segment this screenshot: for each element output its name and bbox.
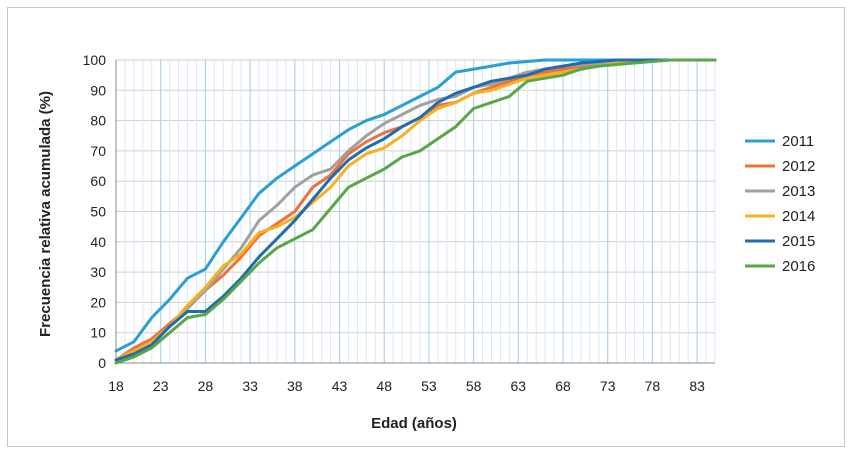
x-tick-label: 68: [555, 378, 571, 394]
x-axis-title: Edad (años): [371, 415, 457, 432]
tick-labels: 0 10 20 30 40 50 60 70 80 90 100 18 23 28 33 38 43 48 53 58…: [83, 52, 705, 394]
y-tick-label: 10: [90, 325, 106, 341]
series-lines: [114, 58, 717, 365]
y-tick-label: 80: [90, 113, 106, 129]
y-tick-label: 30: [90, 264, 106, 280]
legend-label-2015: 2015: [782, 233, 815, 250]
legend-label-2016: 2016: [782, 258, 815, 275]
y-tick-label: 90: [90, 82, 106, 98]
series-line-2016: [114, 58, 717, 365]
axes: [115, 60, 715, 364]
x-tick-label: 38: [287, 378, 303, 394]
x-tick-label: 43: [332, 378, 348, 394]
y-tick-label: 0: [98, 355, 106, 371]
x-tick-label: 78: [645, 378, 661, 394]
grid: [115, 59, 716, 363]
x-tick-label: 18: [108, 378, 124, 394]
x-tick-label: 63: [511, 378, 527, 394]
series-line-2015: [114, 58, 717, 362]
y-tick-label: 100: [83, 52, 107, 68]
legend-label-2012: 2012: [782, 158, 815, 175]
x-tick-label: 53: [421, 378, 437, 394]
x-tick-label: 73: [600, 378, 616, 394]
y-tick-label: 40: [90, 234, 106, 250]
y-axis-title: Frecuencia relativa acumulada (%): [37, 91, 54, 337]
legend-label-2011: 2011: [782, 133, 814, 150]
legend-label-2013: 2013: [782, 183, 815, 200]
y-tick-label: 50: [90, 204, 106, 220]
x-tick-label: 28: [198, 378, 214, 394]
y-tick-label: 60: [90, 173, 106, 189]
x-tick-label: 83: [689, 378, 705, 394]
y-tick-label: 20: [90, 294, 106, 310]
chart-frame: [7, 7, 845, 447]
legend: 2011 2012 2013 2014 2015 2016: [745, 133, 815, 275]
x-tick-label: 58: [466, 378, 482, 394]
y-tick-label: 70: [90, 143, 106, 159]
x-tick-label: 48: [376, 378, 392, 394]
x-tick-label: 33: [242, 378, 258, 394]
x-tick-label: 23: [153, 378, 169, 394]
legend-label-2014: 2014: [782, 208, 815, 225]
